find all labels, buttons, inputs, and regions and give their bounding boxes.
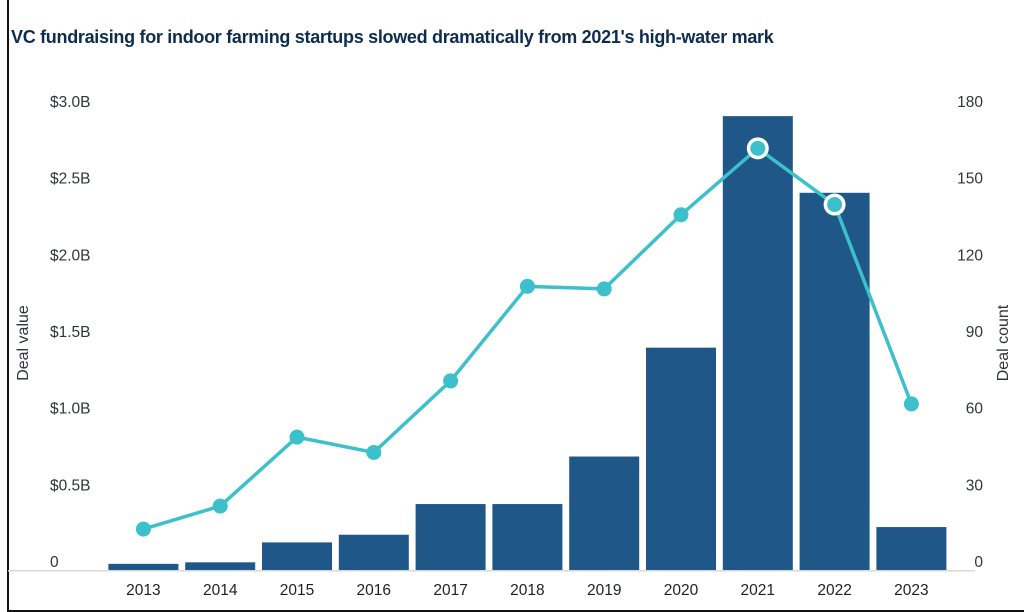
x-tick-2017: 2017 — [433, 582, 467, 599]
deal-value-bar-2023 — [876, 527, 947, 570]
deal-value-bar-2022 — [799, 192, 870, 571]
deal-value-bar-2015 — [262, 542, 332, 570]
right-axis-tick-0: 180 — [957, 94, 983, 111]
left-axis-tick-6: 0 — [50, 554, 59, 571]
left-axis-tick-5: $0.5B — [50, 477, 91, 494]
right-axis-tick-2: 120 — [957, 247, 983, 264]
deal-count-point-2022 — [827, 197, 843, 213]
right-axis-tick-6: 0 — [974, 554, 983, 571]
deal-count-line — [141, 146, 914, 531]
left-axis-tick-3: $1.5B — [50, 324, 91, 341]
deal-value-bar-2013 — [108, 563, 179, 570]
x-tick-2015: 2015 — [280, 582, 314, 599]
deal-value-bar-2016 — [338, 534, 409, 570]
deal-value-bar-2020 — [646, 347, 716, 570]
left-axis-title: Deal value — [15, 305, 32, 381]
left-axis-tick-1: $2.5B — [50, 171, 91, 188]
left-axis-tick-2: $2.0B — [50, 247, 91, 264]
window-left-border — [7, 0, 9, 612]
deal-count-point-2016 — [366, 444, 382, 460]
deal-count-point-2021 — [750, 140, 766, 156]
x-tick-2016: 2016 — [357, 582, 391, 599]
right-axis-tick-5: 30 — [966, 477, 984, 494]
deal-count-point-2014 — [212, 498, 228, 514]
deal-value-bar-2017 — [415, 504, 486, 570]
x-tick-2023: 2023 — [894, 582, 928, 599]
left-axis-tick-4: $1.0B — [50, 401, 91, 418]
x-tick-2018: 2018 — [510, 582, 544, 599]
right-axis-tick-3: 90 — [966, 324, 984, 341]
x-tick-2014: 2014 — [203, 582, 238, 599]
deal-count-point-2018 — [519, 278, 535, 294]
x-tick-2013: 2013 — [126, 582, 160, 599]
x-tick-2022: 2022 — [817, 582, 851, 599]
x-tick-2019: 2019 — [587, 582, 621, 599]
x-tick-2021: 2021 — [741, 582, 775, 599]
right-axis-tick-4: 60 — [966, 401, 984, 418]
chart-title: VC fundraising for indoor farming startu… — [11, 27, 774, 47]
right-axis-title: Deal count — [995, 304, 1012, 381]
deal-value-bar-2021 — [722, 116, 793, 570]
window-bottom-border — [7, 610, 1024, 612]
x-tick-2020: 2020 — [664, 582, 699, 599]
deal-count-point-2023 — [903, 396, 919, 412]
deal-value-bar-2019 — [569, 456, 640, 570]
left-axis-tick-0: $3.0B — [50, 94, 91, 111]
deal-count-point-2017 — [443, 373, 459, 389]
deal-value-bar-2018 — [492, 504, 563, 570]
deal-count-point-2013 — [135, 521, 151, 537]
deal-count-point-2019 — [596, 281, 612, 297]
deal-count-point-2015 — [289, 429, 305, 445]
deal-count-point-2020 — [673, 207, 689, 223]
right-axis-tick-1: 150 — [957, 171, 983, 188]
deal-value-bar-2014 — [185, 562, 256, 570]
